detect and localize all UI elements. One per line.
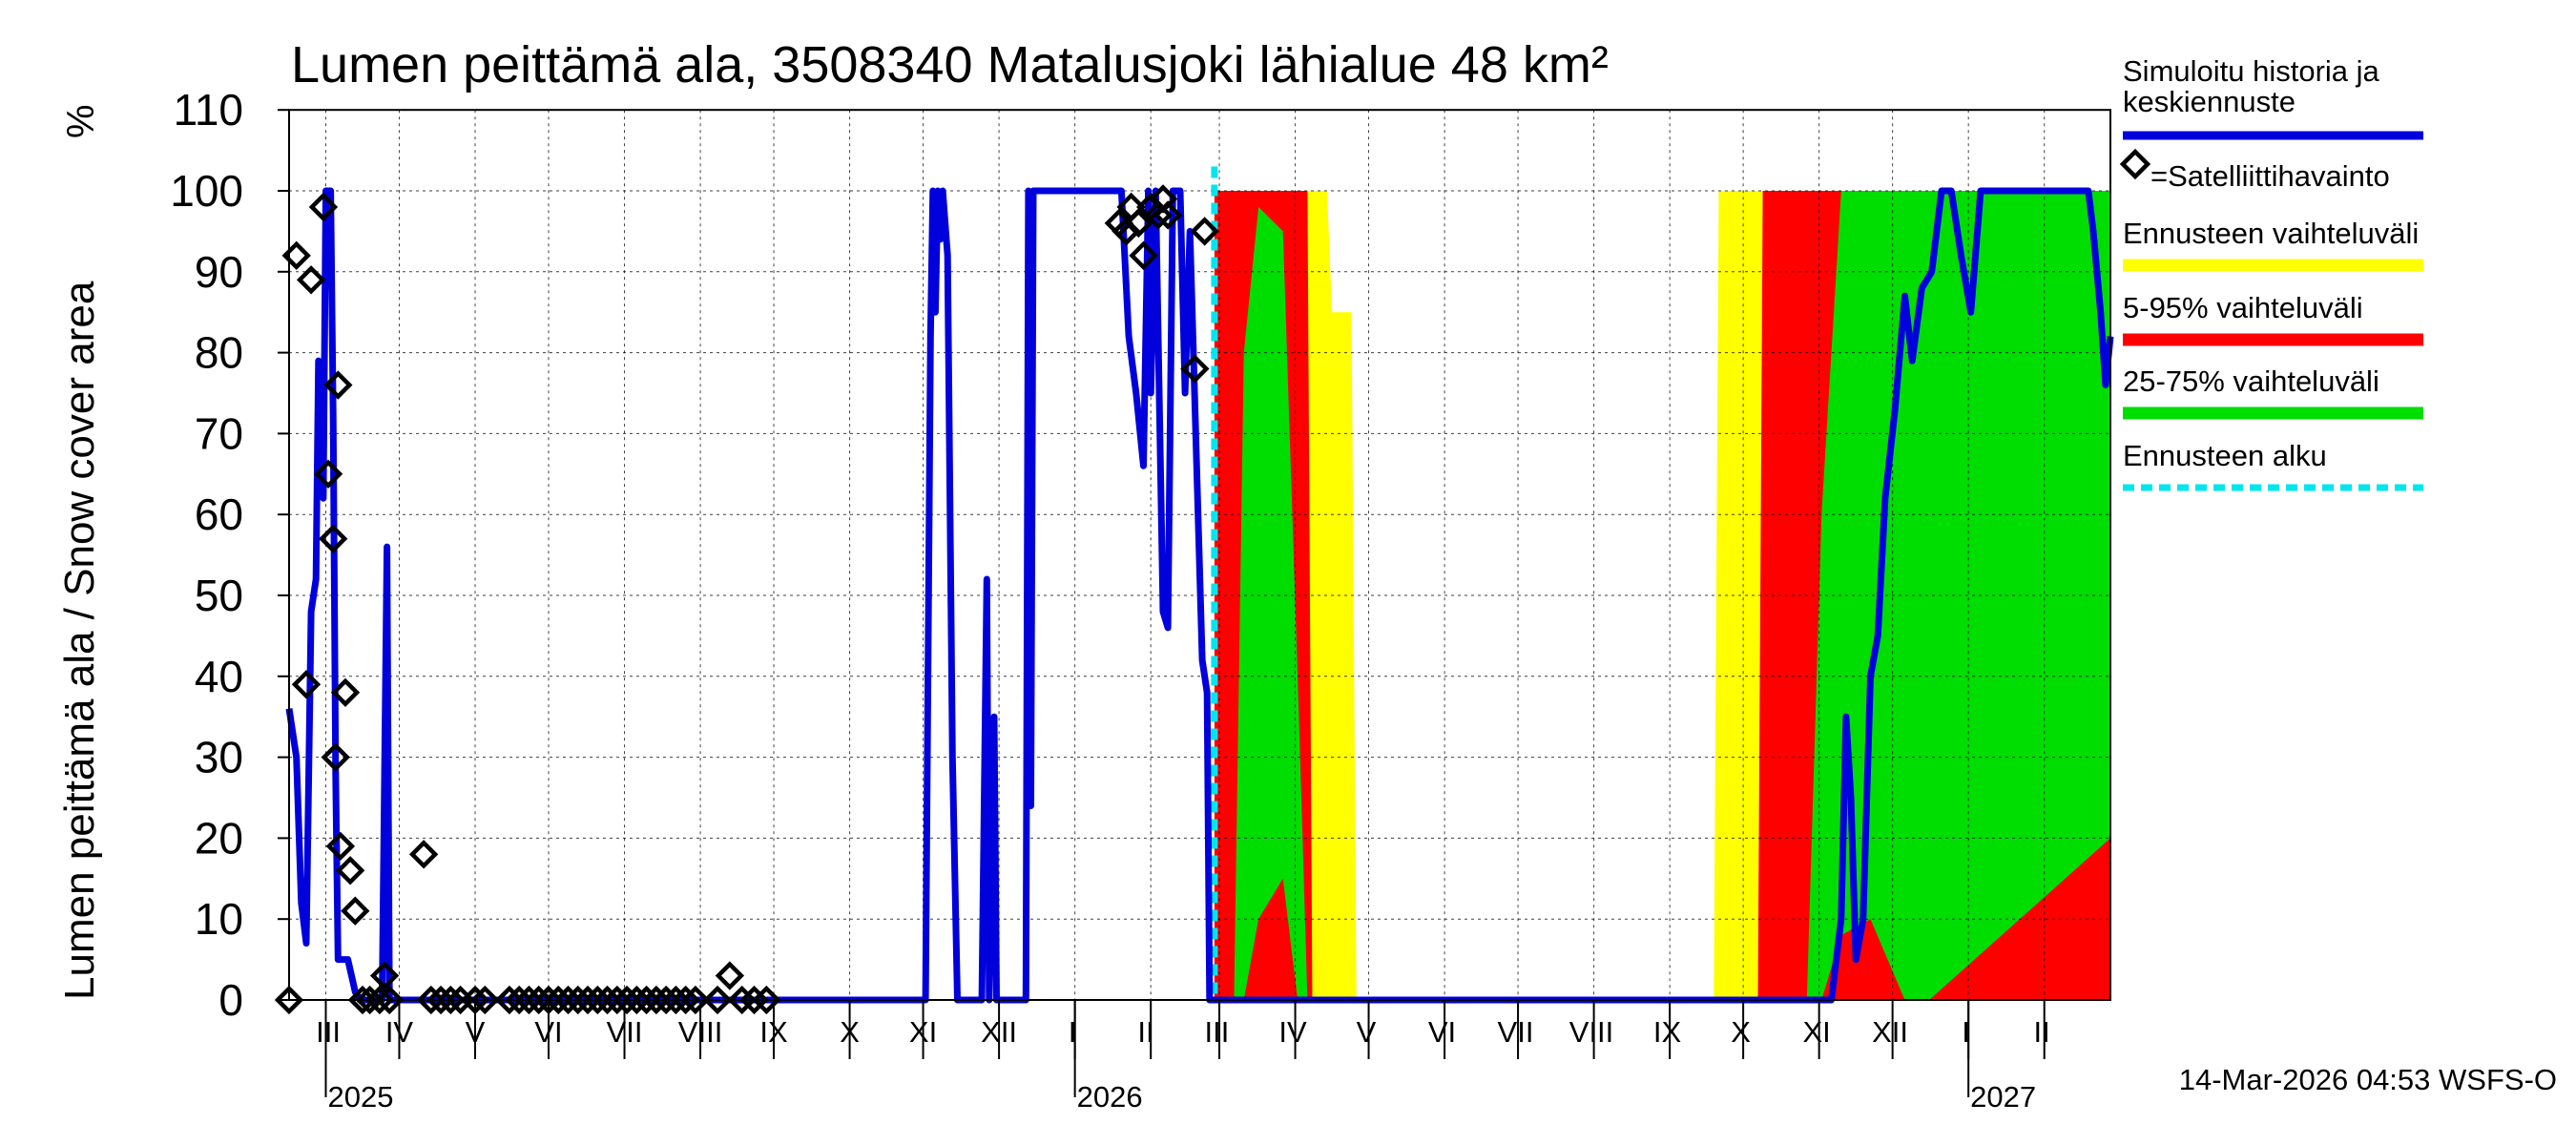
legend-p25-75: 25-75% vaihteluväli xyxy=(2123,364,2379,398)
month-label-14: V xyxy=(1357,1015,1377,1049)
satellite-point-46 xyxy=(715,961,745,990)
legend-start: Ennusteen alku xyxy=(2123,439,2327,472)
legend-sat: =Satelliittihavainto xyxy=(2150,159,2390,193)
y-axis-label: Lumen peittämä ala / Snow cover area xyxy=(56,281,103,1000)
month-label-0: III xyxy=(316,1015,341,1049)
month-label-1: IV xyxy=(385,1015,414,1049)
legend-range: Ennusteen vaihteluväli xyxy=(2123,217,2419,250)
legend-sat-marker xyxy=(2119,148,2151,180)
footer-timestamp: 14-Mar-2026 04:53 WSFS-O xyxy=(2179,1063,2557,1096)
grid-lines xyxy=(289,110,2110,1000)
y-tick-label-100: 100 xyxy=(170,166,243,216)
month-label-10: I xyxy=(1069,1015,1077,1049)
satellite-point-8 xyxy=(323,370,353,400)
satellite-point-4 xyxy=(308,192,339,222)
chart-title: Lumen peittämä ala, 3508340 Matalusjoki … xyxy=(291,36,1609,94)
satellite-point-57 xyxy=(1148,184,1178,214)
series-lines xyxy=(285,187,2114,1004)
satellite-point-59 xyxy=(1180,354,1210,384)
y-tick-label-70: 70 xyxy=(195,408,243,458)
band-25-75-vaihteluv-li xyxy=(1214,191,2110,1000)
satellite-point-1 xyxy=(281,240,311,271)
y-tick-label-40: 40 xyxy=(195,652,243,701)
satellite-point-5 xyxy=(313,459,343,489)
satellite-point-9 xyxy=(325,831,356,862)
satellite-point-56 xyxy=(1143,200,1174,230)
legend-hist-line2: keskiennuste xyxy=(2123,85,2296,118)
month-label-11: II xyxy=(1137,1015,1153,1049)
y-tick-label-60: 60 xyxy=(195,489,243,539)
satellite-point-16 xyxy=(369,961,400,990)
month-label-12: III xyxy=(1205,1015,1230,1049)
satellite-point-18 xyxy=(408,840,439,869)
month-label-22: I xyxy=(1962,1015,1970,1049)
month-label-21: XII xyxy=(1872,1015,1908,1049)
satellite-point-52 xyxy=(1116,192,1146,222)
satellite-point-6 xyxy=(319,524,348,553)
plot-frame xyxy=(288,109,2111,1001)
month-label-3: VI xyxy=(534,1015,562,1049)
month-label-8: XI xyxy=(909,1015,937,1049)
month-label-18: IX xyxy=(1653,1015,1682,1049)
year-label-1: 2026 xyxy=(1077,1080,1143,1114)
month-label-23: II xyxy=(2034,1015,2050,1049)
satellite-point-12 xyxy=(341,896,370,926)
satellite-point-10 xyxy=(330,677,361,707)
month-label-6: IX xyxy=(759,1015,788,1049)
satellite-point-54 xyxy=(1129,240,1158,271)
simulated-history-line xyxy=(285,187,2114,1004)
y-tick-label-50: 50 xyxy=(195,571,243,620)
month-label-15: VI xyxy=(1428,1015,1456,1049)
y-unit-label: % xyxy=(60,104,102,138)
y-axis: 0 10 20 30 40 50 60 70 80 90 100 110 xyxy=(170,85,289,1025)
month-label-17: VIII xyxy=(1569,1015,1614,1049)
satellite-point-58 xyxy=(1153,200,1183,230)
month-label-20: XI xyxy=(1802,1015,1830,1049)
y-tick-label-30: 30 xyxy=(195,733,243,782)
forecast-bands xyxy=(1214,191,2110,1000)
legend: Simuloitu historia ja keskiennuste =Sate… xyxy=(2119,54,2423,491)
y-tick-label-110: 110 xyxy=(174,85,243,135)
y-tick-label-20: 20 xyxy=(195,813,243,863)
satellite-point-2 xyxy=(291,670,322,699)
y-tick-label-90: 90 xyxy=(195,247,243,297)
month-label-7: X xyxy=(840,1015,860,1049)
year-label-0: 2025 xyxy=(327,1080,393,1114)
satellite-point-53 xyxy=(1124,208,1153,239)
satellite-point-11 xyxy=(335,856,365,885)
legend-p5-95: 5-95% vaihteluväli xyxy=(2123,291,2363,324)
month-label-19: X xyxy=(1731,1015,1751,1049)
y-tick-label-10: 10 xyxy=(195,894,243,944)
month-label-13: IV xyxy=(1278,1015,1307,1049)
y-tick-label-80: 80 xyxy=(195,328,243,378)
satellite-point-7 xyxy=(321,742,350,772)
x-axis: III IV V VI VII VIII IX X XI XII I II III IV V VI VII VII… xyxy=(316,1000,2050,1114)
legend-hist-line1: Simuloitu historia ja xyxy=(2123,54,2380,88)
satellite-point-3 xyxy=(296,265,326,295)
month-label-2: V xyxy=(466,1015,486,1049)
month-label-4: VII xyxy=(607,1015,643,1049)
month-label-9: XII xyxy=(981,1015,1017,1049)
satellite-point-60 xyxy=(1190,217,1219,246)
y-tick-label-0: 0 xyxy=(218,975,243,1025)
month-label-16: VII xyxy=(1498,1015,1534,1049)
month-label-5: VIII xyxy=(678,1015,723,1049)
year-label-2: 2027 xyxy=(1970,1080,2036,1114)
